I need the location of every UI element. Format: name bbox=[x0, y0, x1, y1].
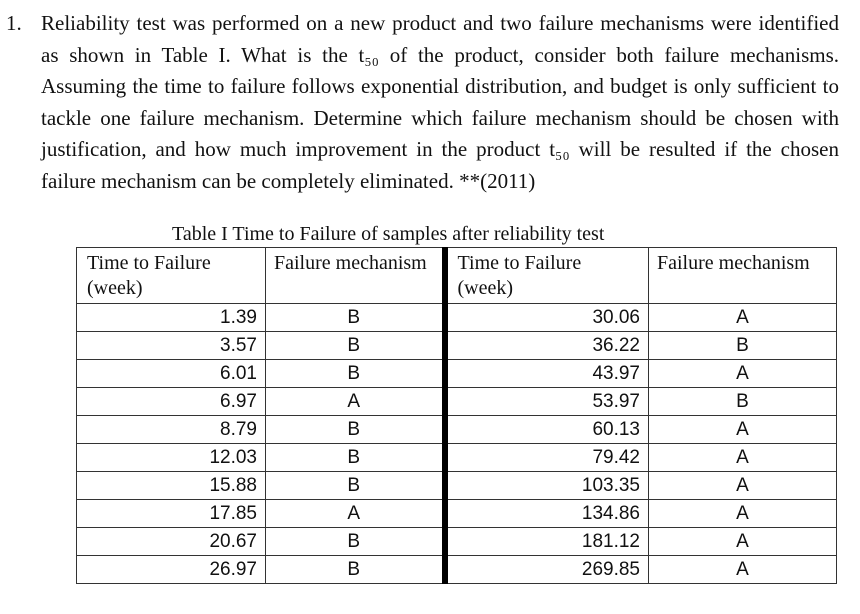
mechanism-cell: A bbox=[648, 303, 837, 332]
table-row: 8.79 B 60.13 A bbox=[76, 415, 837, 444]
table-row: 3.57 B 36.22 B bbox=[76, 331, 837, 360]
time-cell: 8.79 bbox=[76, 415, 266, 444]
time-cell: 30.06 bbox=[441, 303, 649, 332]
time-cell: 1.39 bbox=[76, 303, 266, 332]
header-time-right: Time to Failure (week) bbox=[441, 247, 649, 304]
time-cell: 15.88 bbox=[76, 471, 266, 500]
mechanism-cell: B bbox=[265, 303, 445, 332]
time-cell: 6.01 bbox=[76, 359, 266, 388]
time-cell: 17.85 bbox=[76, 499, 266, 528]
failure-table: Time to Failure (week) Failure mechanism… bbox=[76, 247, 837, 584]
time-cell: 43.97 bbox=[441, 359, 649, 388]
question-number: 1. bbox=[6, 11, 22, 35]
mechanism-cell: A bbox=[648, 359, 837, 388]
time-cell: 53.97 bbox=[441, 387, 649, 416]
mechanism-cell: B bbox=[265, 555, 445, 584]
mechanism-cell: A bbox=[648, 443, 837, 472]
time-cell: 20.67 bbox=[76, 527, 266, 556]
time-cell: 269.85 bbox=[441, 555, 649, 584]
table-row: 17.85 A 134.86 A bbox=[76, 499, 837, 528]
mechanism-cell: B bbox=[265, 443, 445, 472]
mechanism-cell: B bbox=[648, 387, 837, 416]
table-row: 26.97 B 269.85 A bbox=[76, 555, 837, 584]
time-cell: 134.86 bbox=[441, 499, 649, 528]
table-row: 1.39 B 30.06 A bbox=[76, 303, 837, 332]
mechanism-cell: A bbox=[648, 555, 837, 584]
mechanism-cell: B bbox=[265, 527, 445, 556]
header-time-left: Time to Failure (week) bbox=[76, 247, 266, 304]
table-row: 6.97 A 53.97 B bbox=[76, 387, 837, 416]
mechanism-cell: A bbox=[648, 499, 837, 528]
table-row: 12.03 B 79.42 A bbox=[76, 443, 837, 472]
table-header-row: Time to Failure (week) Failure mechanism… bbox=[76, 247, 837, 304]
mechanism-cell: A bbox=[265, 499, 445, 528]
time-cell: 12.03 bbox=[76, 443, 266, 472]
time-cell: 60.13 bbox=[441, 415, 649, 444]
time-cell: 181.12 bbox=[441, 527, 649, 556]
mechanism-cell: A bbox=[265, 387, 445, 416]
mechanism-cell: B bbox=[648, 331, 837, 360]
table-caption: Table I Time to Failure of samples after… bbox=[172, 223, 605, 245]
mechanism-cell: B bbox=[265, 359, 445, 388]
time-cell: 79.42 bbox=[441, 443, 649, 472]
header-mechanism-right: Failure mechanism bbox=[648, 247, 837, 304]
mechanism-cell: A bbox=[648, 527, 837, 556]
time-cell: 26.97 bbox=[76, 555, 266, 584]
table-row: 6.01 B 43.97 A bbox=[76, 359, 837, 388]
mechanism-cell: B bbox=[265, 471, 445, 500]
time-cell: 103.35 bbox=[441, 471, 649, 500]
time-cell: 6.97 bbox=[76, 387, 266, 416]
header-mechanism-left: Failure mechanism bbox=[265, 247, 445, 304]
mechanism-cell: A bbox=[648, 471, 837, 500]
table-row: 20.67 B 181.12 A bbox=[76, 527, 837, 556]
mechanism-cell: B bbox=[265, 415, 445, 444]
time-cell: 36.22 bbox=[441, 331, 649, 360]
mechanism-cell: A bbox=[648, 415, 837, 444]
question-text: Reliability test was performed on a new … bbox=[41, 11, 839, 193]
table-row: 15.88 B 103.35 A bbox=[76, 471, 837, 500]
time-cell: 3.57 bbox=[76, 331, 266, 360]
mechanism-cell: B bbox=[265, 331, 445, 360]
